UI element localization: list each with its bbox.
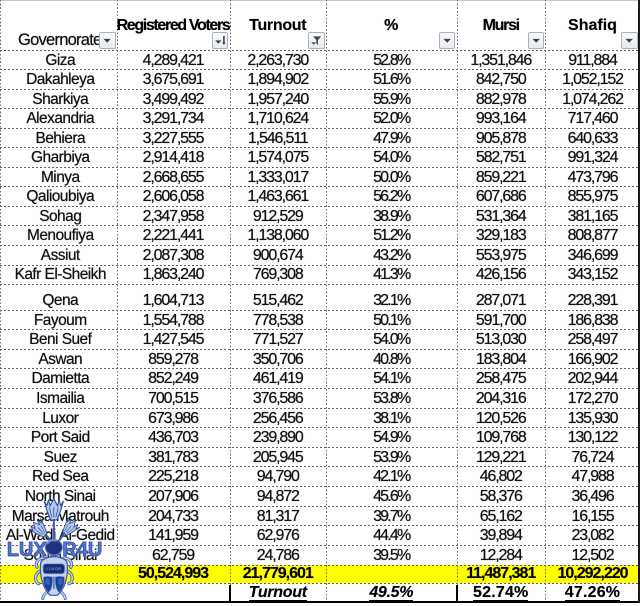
svg-text:LUXOR: LUXOR (46, 567, 61, 571)
